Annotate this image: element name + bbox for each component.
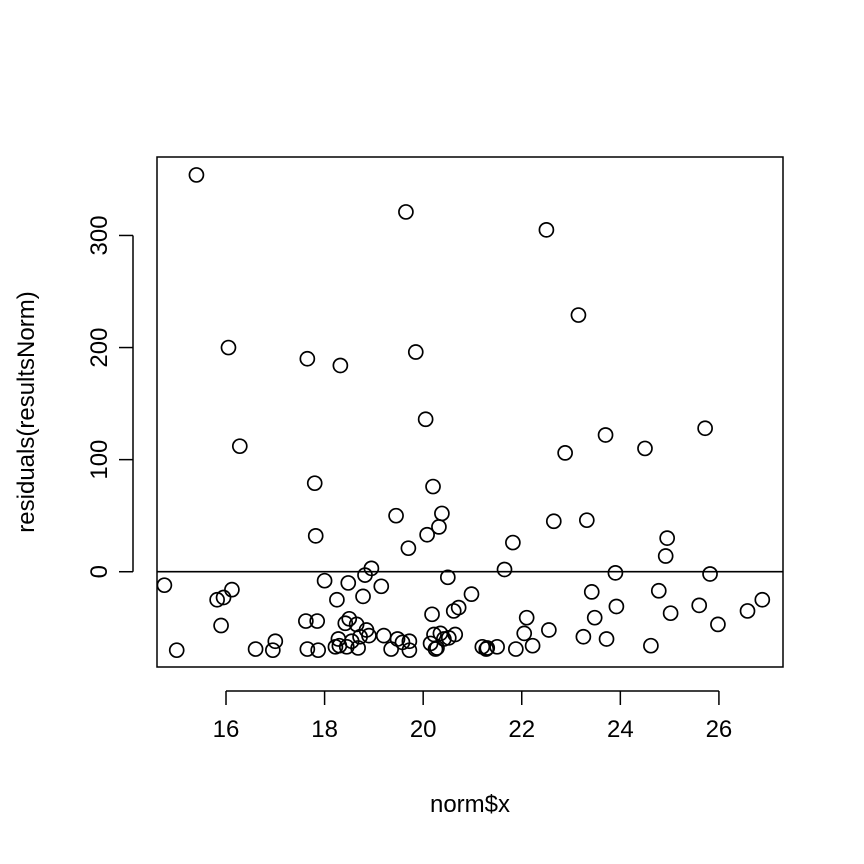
data-point (419, 526, 435, 543)
x-ticks: 16 18 20 22 24 26 (213, 691, 733, 743)
data-point (299, 350, 316, 367)
data-point (608, 598, 625, 615)
data-point (557, 445, 573, 461)
data-point (447, 626, 464, 643)
data-point (450, 599, 467, 616)
data-point (156, 577, 173, 594)
data-point (338, 638, 355, 655)
data-point (350, 640, 366, 656)
data-point (407, 344, 424, 360)
data-point (434, 505, 450, 522)
data-point (400, 540, 417, 557)
y-axis-title: residuals(resultsNorm) (13, 291, 40, 532)
y-ticks: 0 100 200 300 (86, 215, 133, 578)
data-point (586, 609, 603, 626)
data-point (168, 642, 185, 659)
data-point (215, 589, 232, 606)
data-point (479, 640, 496, 656)
data-point (264, 642, 281, 659)
data-point (659, 530, 676, 546)
data-point (220, 339, 237, 356)
data-point (710, 616, 726, 633)
data-point (299, 641, 316, 657)
x-tick-label: 20 (410, 716, 437, 743)
data-point (427, 641, 444, 657)
data-point (425, 478, 441, 495)
data-point (310, 642, 327, 659)
data-point (754, 591, 771, 608)
data-point (388, 507, 404, 524)
data-point (209, 591, 225, 608)
data-point (329, 591, 345, 608)
data-point (306, 475, 323, 492)
data-point (298, 613, 314, 629)
x-tick-label: 26 (706, 716, 733, 743)
data-point (607, 564, 624, 581)
plot-frame (156, 156, 784, 668)
data-points (156, 167, 771, 659)
x-axis-title: norm$x (430, 791, 510, 818)
data-point (538, 222, 555, 238)
data-point (507, 641, 524, 657)
data-point (597, 427, 614, 443)
data-point (650, 582, 667, 599)
x-tick-label: 24 (607, 716, 634, 743)
data-point (445, 603, 462, 619)
data-point (662, 605, 679, 622)
data-point (439, 569, 456, 586)
data-point (541, 622, 557, 638)
data-point (496, 561, 513, 578)
y-tick-label: 0 (86, 565, 113, 578)
data-point (307, 528, 324, 544)
data-point (575, 628, 592, 645)
data-point (578, 512, 595, 529)
x-tick-label: 16 (213, 716, 240, 743)
data-point (637, 440, 653, 457)
data-point (598, 631, 615, 647)
data-point (332, 357, 349, 374)
data-point (188, 167, 205, 183)
data-point (697, 420, 713, 437)
data-point (401, 633, 418, 650)
data-point (489, 638, 505, 655)
data-point (355, 588, 371, 605)
data-point (247, 641, 264, 657)
y-tick-label: 100 (86, 440, 113, 480)
data-point (518, 609, 535, 626)
data-point (213, 617, 229, 634)
data-point (702, 566, 718, 582)
data-point (657, 548, 674, 564)
data-point (231, 438, 248, 455)
data-point (401, 642, 418, 659)
data-point (739, 603, 756, 619)
data-point (545, 513, 562, 530)
data-point (389, 631, 406, 647)
data-point (478, 641, 495, 657)
x-tick-label: 22 (508, 716, 535, 743)
data-point (691, 597, 708, 614)
data-point (340, 575, 357, 591)
data-point (516, 625, 533, 642)
data-point (583, 584, 600, 600)
x-tick-label: 18 (311, 716, 338, 743)
data-point (316, 572, 333, 589)
data-point (363, 560, 380, 577)
data-point (398, 204, 414, 220)
data-point (417, 411, 434, 428)
data-point (224, 581, 240, 598)
data-point (463, 586, 480, 602)
data-point (505, 534, 521, 551)
data-point (337, 615, 354, 632)
data-point (524, 637, 541, 654)
data-point (570, 307, 587, 323)
data-point (643, 637, 659, 654)
data-point (424, 606, 440, 623)
data-point (267, 633, 284, 650)
data-point (373, 578, 390, 595)
y-tick-label: 300 (86, 215, 113, 255)
data-point (309, 613, 326, 629)
y-tick-label: 200 (86, 328, 113, 368)
